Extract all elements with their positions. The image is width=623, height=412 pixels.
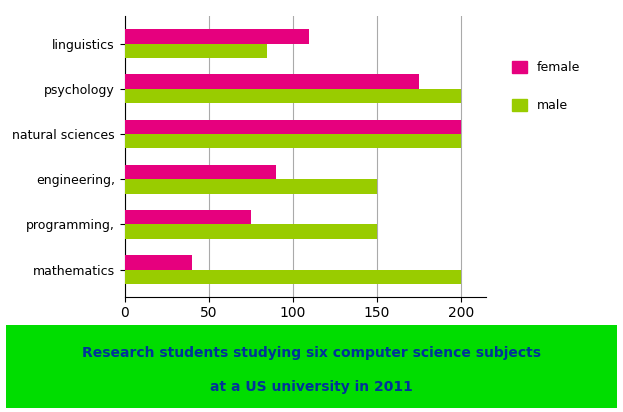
Bar <box>125 134 461 148</box>
Bar <box>125 179 377 194</box>
Text: Research students studying six computer science subjects: Research students studying six computer … <box>82 346 541 360</box>
Bar <box>125 210 250 225</box>
X-axis label: Research students: Research students <box>232 326 378 340</box>
Bar <box>125 225 377 239</box>
Bar <box>125 255 192 269</box>
Bar <box>125 269 461 284</box>
Bar <box>125 74 419 89</box>
Legend: female, male: female, male <box>506 56 585 117</box>
Bar <box>125 44 267 58</box>
Bar <box>125 89 461 103</box>
Bar <box>125 29 310 44</box>
Bar <box>125 165 276 179</box>
Bar <box>125 119 461 134</box>
Text: at a US university in 2011: at a US university in 2011 <box>210 379 413 393</box>
